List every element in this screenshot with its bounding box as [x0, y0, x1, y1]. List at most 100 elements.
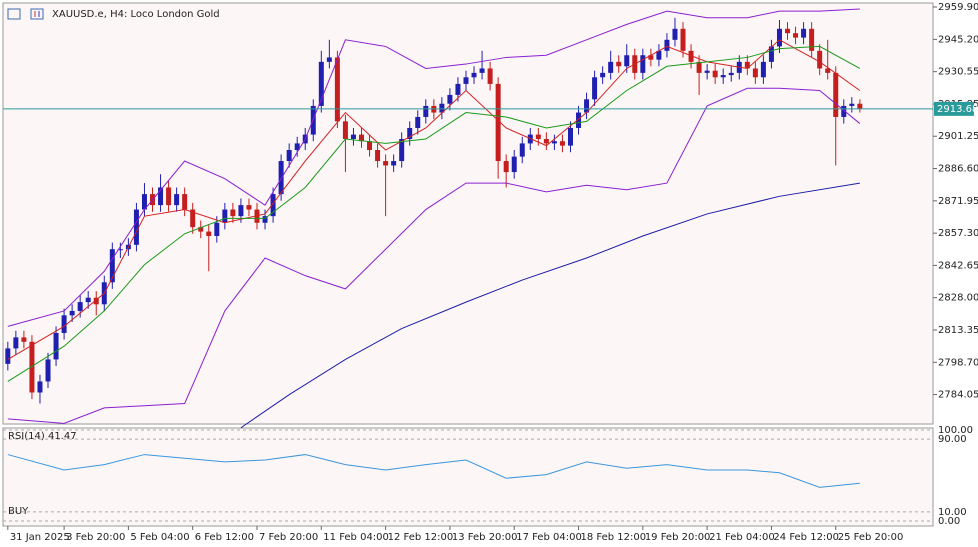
candle-body [455, 83, 461, 95]
indicator-line [7, 87, 861, 424]
candle-body [69, 310, 75, 316]
current-price-box [934, 101, 974, 116]
candle-body [640, 55, 646, 73]
candle-body [776, 28, 782, 47]
rsi-line [7, 454, 860, 488]
candle-body [182, 194, 188, 210]
candle-body [391, 161, 397, 166]
candle-body [760, 61, 766, 78]
x-tick-label: 25 Feb 20:00 [838, 532, 904, 543]
candle-body [53, 332, 59, 360]
x-tick-label: 6 Feb 12:00 [195, 532, 254, 543]
candle-body [61, 315, 67, 333]
candle-body [206, 231, 212, 236]
candle-body [294, 143, 300, 151]
icon [7, 8, 21, 20]
y-tick-label: 2901.25 [938, 131, 978, 142]
candle-body [487, 68, 493, 84]
x-tick-label: 19 Feb 20:00 [645, 532, 711, 543]
candle-body [439, 103, 445, 113]
candle-body [616, 61, 622, 67]
candle-body [415, 116, 421, 128]
candle-body [77, 302, 83, 311]
y-tick-label: 2886.60 [938, 164, 978, 175]
candle-body [817, 50, 823, 69]
candle-body [793, 33, 799, 38]
candle-body [5, 348, 11, 364]
x-tick-label: 13 Feb 20:00 [452, 532, 518, 543]
candle-body [511, 156, 517, 173]
candle-body [519, 143, 525, 157]
candle-body [744, 61, 750, 69]
x-tick-label: 18 Feb 12:00 [581, 532, 647, 543]
candle-body [367, 141, 373, 151]
candle-body [246, 205, 252, 210]
candle-body [656, 50, 662, 60]
candle-body [463, 77, 469, 84]
candle-body [696, 61, 702, 73]
candle-body [358, 134, 364, 142]
y-tick-label: 2813.35 [938, 325, 978, 336]
candle-body [286, 150, 292, 162]
candle-body [13, 337, 19, 349]
candle-body [495, 83, 501, 162]
candle-body [857, 103, 863, 109]
candle-body [704, 70, 710, 73]
candle-body [648, 55, 654, 60]
x-tick-label: 3 Feb 20:00 [66, 532, 125, 543]
candle-body [680, 28, 686, 51]
candle-body [117, 249, 123, 251]
candle-body [503, 161, 509, 173]
candle-body [109, 249, 115, 283]
x-tick-label: 12 Feb 12:00 [388, 532, 454, 543]
candle-body [825, 68, 831, 73]
candle-body [230, 209, 236, 217]
current-price-label: 2913.68 [937, 104, 978, 115]
x-tick-label: 7 Feb 20:00 [259, 532, 318, 543]
candle-body [688, 50, 694, 62]
candle-body [166, 187, 172, 206]
y-tick-label: 2842.65 [938, 260, 978, 271]
candle-body [270, 194, 276, 217]
candle-body [326, 57, 332, 62]
candle-body [407, 127, 413, 139]
candle-body [334, 57, 340, 122]
candle-body [833, 72, 839, 117]
candle-body [383, 161, 389, 166]
candle-body [222, 209, 228, 223]
icon [30, 8, 44, 20]
indicator-line [240, 182, 860, 429]
candle-body [198, 227, 204, 232]
candle-body [447, 94, 453, 104]
candle-body [785, 28, 791, 34]
candle-body [399, 138, 405, 162]
candle-body [318, 61, 324, 106]
main-plot: 2959.902945.202930.552915.852901.252886.… [3, 2, 978, 429]
candle-body [608, 61, 614, 73]
candle-body [672, 28, 678, 40]
candle-body [190, 209, 196, 228]
candle-body [85, 297, 91, 303]
x-tick-label: 11 Feb 04:00 [323, 532, 389, 543]
candle-body [849, 103, 855, 106]
x-tick-label: 31 Jan 2025 [10, 532, 70, 543]
candle-body [238, 205, 244, 217]
candle-body [471, 72, 477, 78]
y-tick-label: 2945.20 [938, 34, 978, 45]
candle-body [214, 222, 220, 236]
y-tick-label: 10.00 [938, 507, 967, 518]
rsi-pane [2, 427, 934, 527]
y-tick-label: 100.00 [938, 425, 973, 436]
candle-body [479, 68, 485, 73]
candle-body [584, 99, 590, 113]
annotation: BUY [8, 506, 29, 517]
candle-body [535, 134, 541, 139]
candle-body [262, 216, 268, 223]
candle-body [551, 141, 557, 144]
candle-body [592, 77, 598, 100]
x-tick-label: 24 Feb 12:00 [773, 532, 839, 543]
candle-body [841, 105, 847, 117]
candle-body [133, 209, 139, 245]
